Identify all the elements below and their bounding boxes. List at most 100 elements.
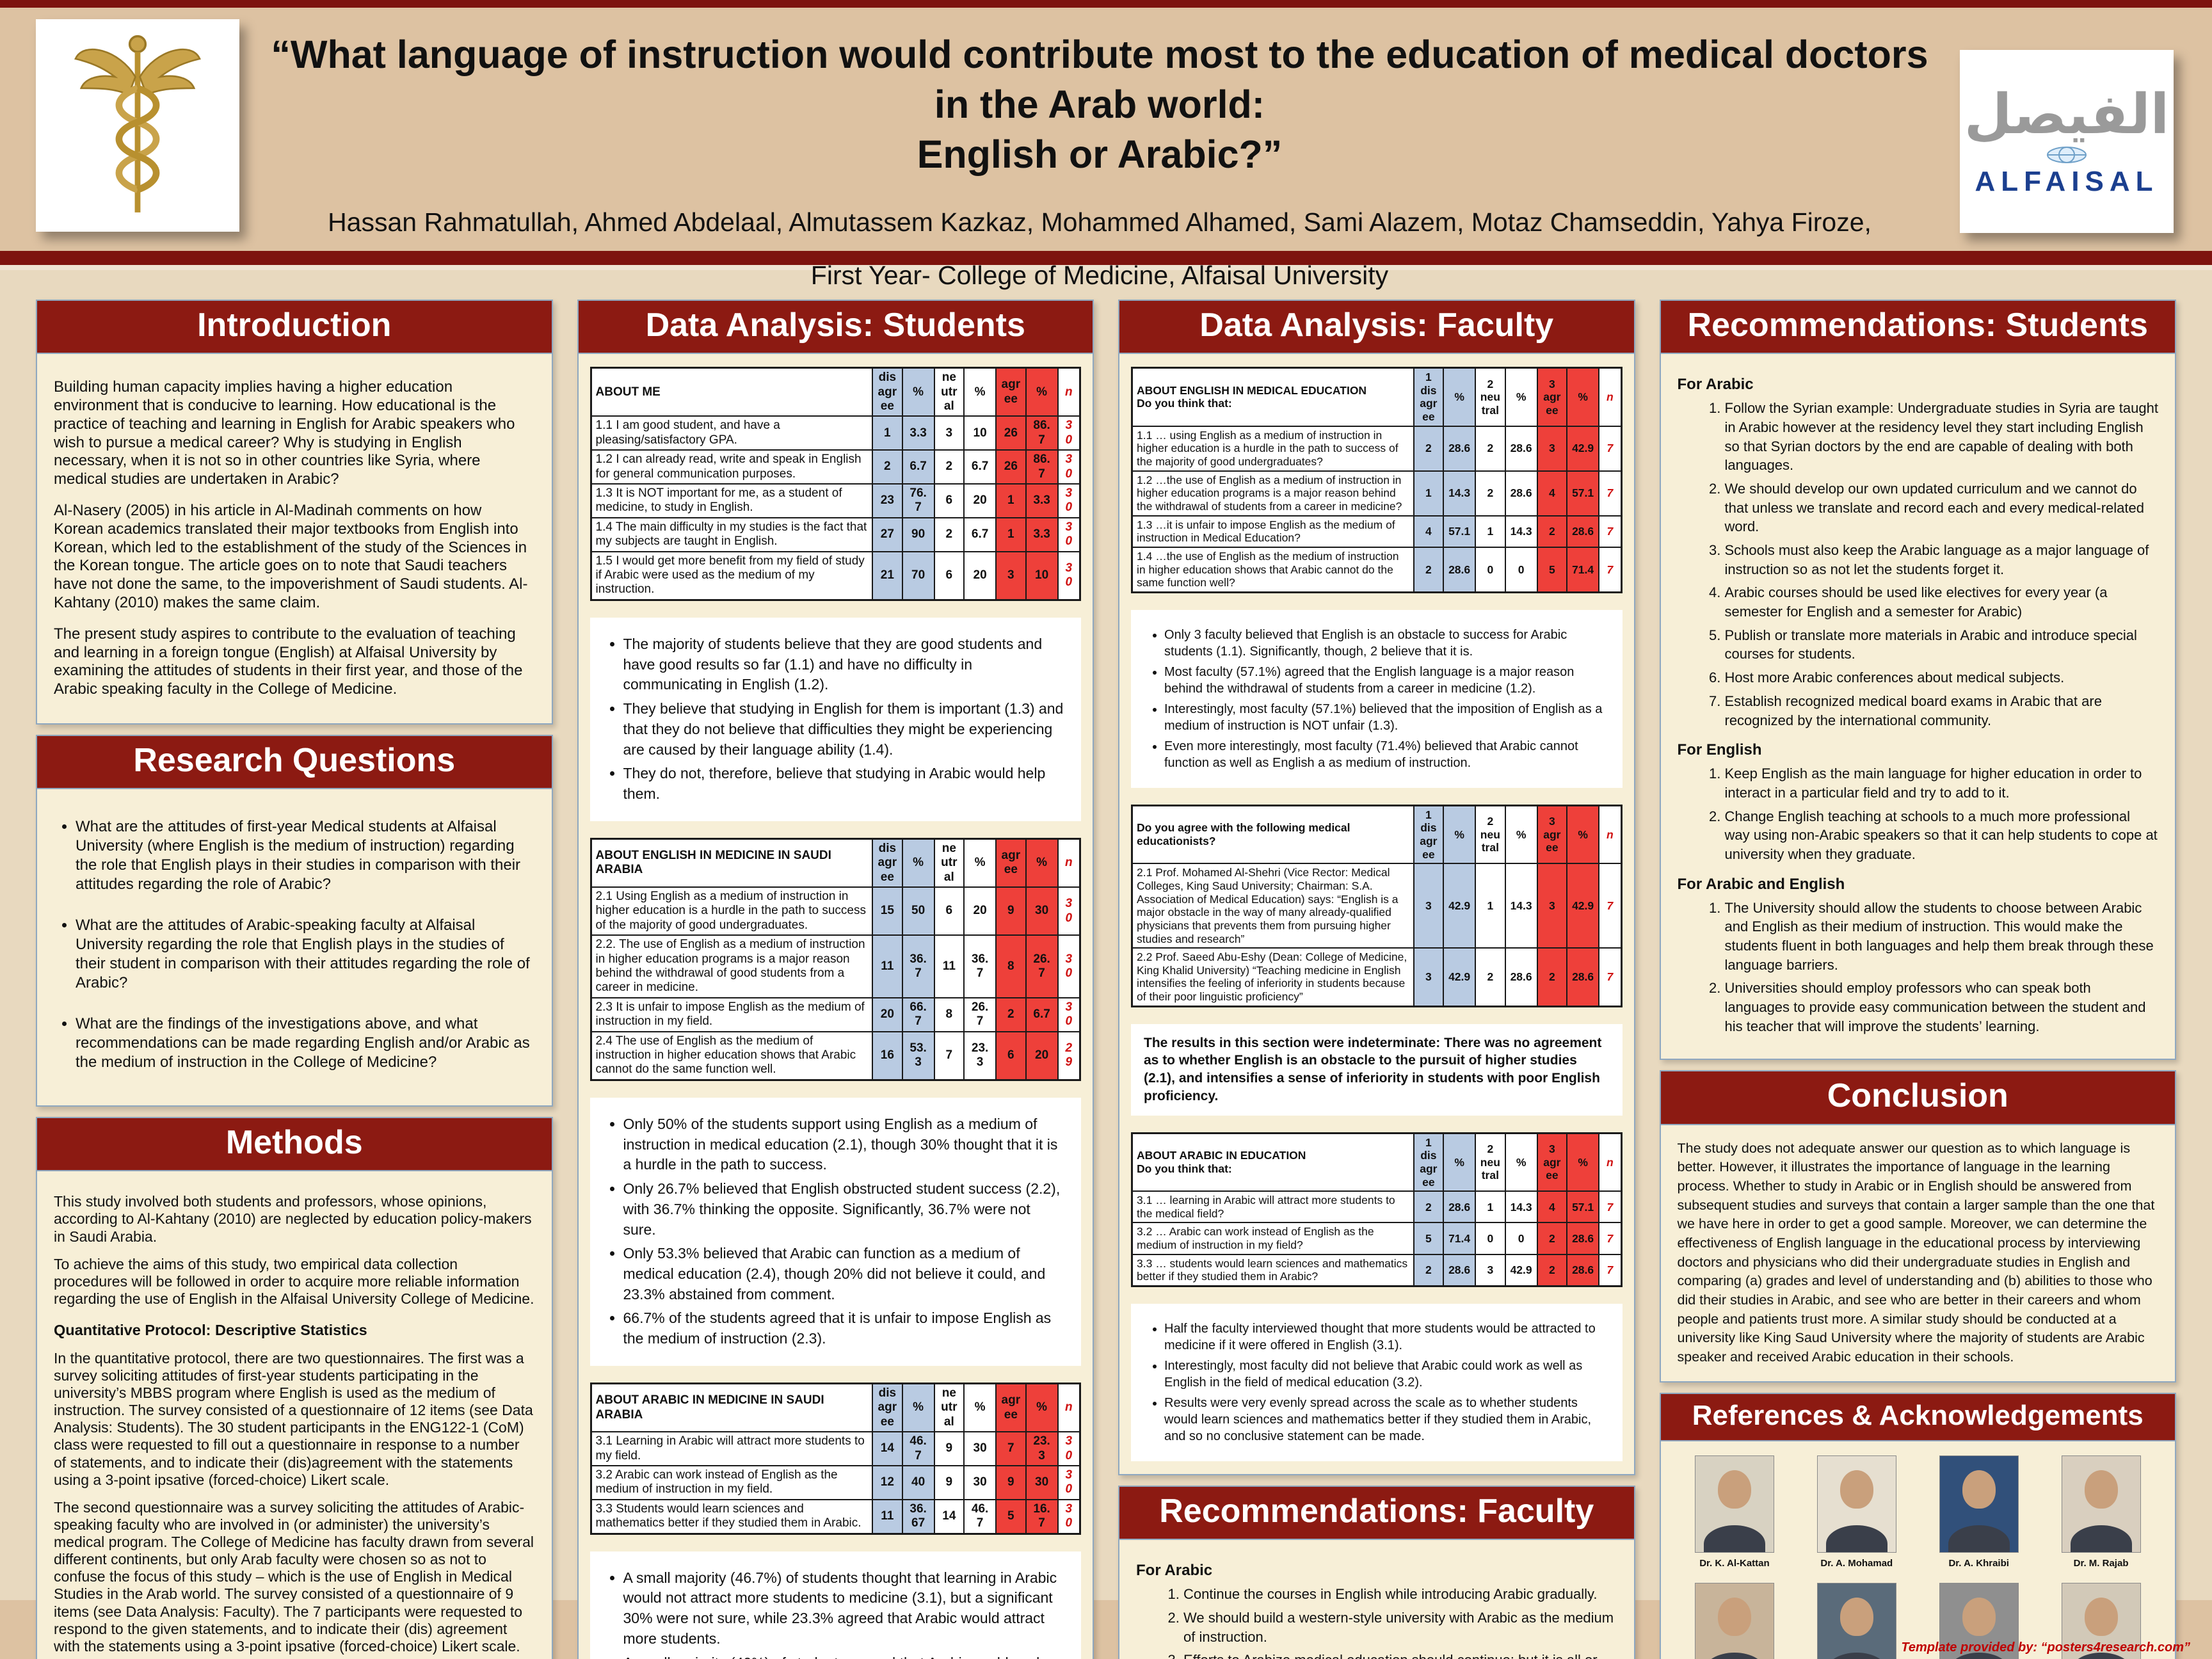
group-heading: For Arabic [1136,1562,1213,1580]
students-title: Data Analysis: Students [578,301,1093,355]
list-item: Change English teaching at schools to a … [1725,807,2159,864]
section-introduction: Introduction Building human capacity imp… [36,300,553,725]
table-row: 2.2. The use of English as a medium of i… [589,934,1081,998]
findings-bullet-list: The majority of students believe that th… [589,617,1081,821]
recommendations-faculty-body: For Arabic Continue the courses in Englis… [1119,1540,1634,1659]
portrait-photo [1816,1582,1896,1659]
list-item: Efforts to Arabize medical education sho… [1183,1651,1617,1659]
caduceus-logo-box [36,19,239,232]
poster-header: “What language of instruction would cont… [0,8,2212,290]
research-questions-title: Research Questions [37,735,552,790]
data-table: ABOUT ENGLISH IN MEDICINE IN SAUDI ARABI… [589,837,1081,1081]
portrait-photo [2061,1582,2141,1659]
acknowledgement-photos: Dr. K. Al-Kattan Dr. A. Mohamad Dr. A. Khr… [1678,1453,2159,1659]
table-header-row: ABOUT ENGLISH IN MEDICAL EDUCATION Do you… [1131,367,1622,427]
paragraph: Al-Nasery (2005) in his article in Al-Ma… [54,501,528,611]
list-item: Arabic courses should be used like elect… [1725,583,2159,621]
acknowledgement-photo: Dr. K. Al-Kattan [1681,1455,1788,1569]
photo-caption: Dr. A. Mohamad [1820,1557,1893,1569]
photo-caption: Dr. K. Al-Kattan [1699,1557,1770,1569]
list-item: Only 53.3% believed that Arabic can func… [623,1244,1066,1304]
paragraph: In the quantitative protocol, there are … [54,1349,533,1488]
paragraph: Building human capacity implies having a… [54,378,515,488]
poster-title-line1: “What language of instruction would cont… [271,33,1928,127]
table-row: 3.1 Learning in Arabic will attract more… [589,1431,1081,1466]
table-row: 1.2 I can already read, write and speak … [589,449,1081,485]
recommendations-faculty-title: Recommendations: Faculty [1119,1487,1634,1541]
poster-title: “What language of instruction would cont… [262,29,1937,179]
data-table: ABOUT ENGLISH IN MEDICAL EDUCATION Do you… [1131,367,1623,593]
column-recommendations: Recommendations: Students For Arabic Foll… [1659,300,2176,1659]
note-text: The results in this section were indeter… [1131,1023,1623,1116]
table-row: 1.3 …it is unfair to impose English as t… [1131,515,1622,548]
poster-content: Introduction Building human capacity imp… [0,270,2212,1659]
recommendations-students-title: Recommendations: Students [1660,301,2175,355]
list-item: Interestingly, most faculty (57.1%) beli… [1164,701,1607,734]
paragraph: This study involved both students and pr… [54,1193,532,1245]
portrait-photo [1694,1582,1774,1659]
title-block: “What language of instruction would cont… [262,8,1937,291]
table-row: 2.1 Using English as a medium of instruc… [589,886,1081,936]
table-header-row: ABOUT ENGLISH IN MEDICINE IN SAUDI ARABI… [589,838,1081,888]
list-item: We should build a western-style universi… [1183,1608,1617,1646]
table-row: 3.3 Students would learn sciences and ma… [589,1498,1081,1535]
alfaisal-logo-box: الفيصل ALFAISAL [1960,50,2174,233]
data-table: Do you agree with the following medical … [1131,804,1623,1007]
list-item: The University should allow the students… [1725,899,2159,975]
list-item: 66.7% of the students agreed that it is … [623,1308,1066,1349]
portrait-photo [1694,1455,1774,1553]
students-blocks: ABOUT ME disagree% neutral% agree% n 1.1 I am… [579,354,1093,1659]
caduceus-icon [74,35,201,212]
acknowledgement-photo: Dr. H. Abad [1681,1582,1788,1659]
section-references: References & Acknowledgements Dr. K. Al-… [1659,1392,2176,1659]
table-header-row: ABOUT ARABIC IN EDUCATION Do you think th… [1131,1132,1622,1192]
group-heading: For Arabic and English [1677,875,1845,893]
top-border-strip [0,0,2212,8]
photo-caption: Dr. A. Khraibi [1948,1557,2009,1569]
list-item: What are the findings of the investigati… [76,1014,535,1072]
table-row: 3.1 … learning in Arabic will attract mo… [1131,1190,1622,1224]
conclusion-text: The study does not adequate answer our q… [1677,1140,2155,1365]
list-item: They do not, therefore, believe that stu… [623,764,1066,804]
list-item: What are the attitudes of first-year Med… [76,817,535,894]
list-item: Only 50% of the students support using E… [623,1114,1066,1175]
authors-line: Hassan Rahmatullah, Ahmed Abdelaal, Almu… [328,207,1871,237]
research-questions-list: What are the attitudes of first-year Med… [54,817,535,1072]
paragraph: To achieve the aims of this study, two e… [54,1255,534,1307]
poster-title-line2: English or Arabic?” [917,132,1283,177]
references-title: References & Acknowledgements [1660,1393,2175,1441]
header-divider [0,251,2212,270]
acknowledgement-photo: Dr. E. Alsharaeh [1803,1582,1910,1659]
acknowledgement-photo: Dr. M. Rajab [2048,1455,2154,1569]
list-item: Most faculty (57.1%) agreed that the Eng… [1164,664,1607,697]
acknowledgement-photo: Dr. C. Davey [2048,1582,2154,1659]
table-header-row: ABOUT ARABIC IN MEDICINE IN SAUDI ARABIA… [589,1382,1081,1433]
portrait-photo [2061,1455,2141,1553]
faculty-blocks: ABOUT ENGLISH IN MEDICAL EDUCATION Do you… [1119,354,1634,1474]
paragraph: Quantitative Protocol: Descriptive Stati… [54,1322,367,1339]
recommendation-list: Keep English as the main language for hi… [1678,764,2159,863]
recommendation-list: The University should allow the students… [1678,899,2159,1036]
findings-bullet-list: Only 50% of the students support using E… [589,1097,1081,1366]
alfaisal-arabic-wordmark: الفيصل [1964,83,2170,147]
paragraph: The second questionnaire was a survey so… [54,1498,534,1655]
acknowledgement-photo: Dr. A. Khraibi [1925,1455,2032,1569]
introduction-body: Building human capacity implies having a… [37,354,552,723]
table-row: 1.1 … using English as a medium of instr… [1131,425,1622,472]
column-faculty: Data Analysis: Faculty ABOUT ENGLISH IN … [1118,300,1635,1659]
acknowledgement-photo: Dr. A. Mohamad [1803,1455,1910,1569]
data-table: ABOUT ARABIC IN MEDICINE IN SAUDI ARABIA… [589,1382,1081,1535]
portrait-photo [1816,1455,1896,1553]
acknowledgement-photo: Dr. M. Nader [1925,1582,2032,1659]
list-item: Publish or translate more materials in A… [1725,626,2159,664]
list-item: Results were very evenly spread across t… [1164,1395,1607,1445]
data-table: ABOUT ME disagree% neutral% agree% n 1.1 I am… [589,367,1081,601]
table-row: 1.5 I would get more benefit from my fie… [589,550,1081,601]
table-row: 1.2 …the use of English as a medium of i… [1131,470,1622,517]
list-item: Host more Arabic conferences about medic… [1725,668,2159,687]
template-credit: Template provided by: “posters4research.… [1901,1640,2190,1655]
list-item: Establish recognized medical board exams… [1725,692,2159,730]
recommendation-list: Follow the Syrian example: Undergraduate… [1678,399,2159,730]
section-conclusion: Conclusion The study does not adequate a… [1659,1070,2176,1382]
